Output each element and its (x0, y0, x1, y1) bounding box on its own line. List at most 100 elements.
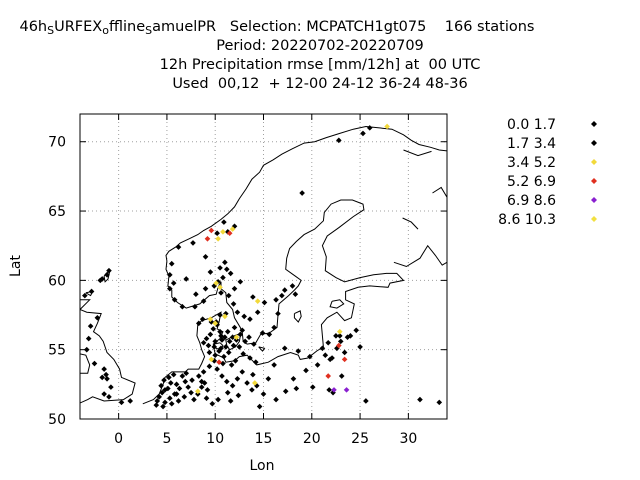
coastline-map (80, 125, 447, 405)
coastline-segment (393, 244, 447, 268)
station-point (271, 324, 277, 331)
station-point (199, 316, 206, 322)
station-point (219, 337, 225, 343)
station-point (242, 338, 248, 345)
station-point (179, 373, 186, 379)
x-tick-label: 0 (114, 431, 123, 447)
station-point (250, 294, 256, 300)
station-point (247, 355, 253, 361)
station-point (214, 321, 220, 328)
station-point (195, 320, 202, 327)
station-point (170, 371, 177, 378)
station-point (198, 378, 205, 385)
station-point (208, 356, 215, 363)
chart-title-line-4: Used 00,12 + 12-00 24-12 36-24 48-36 (172, 76, 468, 92)
station-point (228, 362, 235, 368)
station-point (436, 399, 443, 406)
station-point (97, 277, 104, 284)
station-point (212, 320, 219, 327)
station-point (87, 323, 94, 329)
station-point (327, 356, 333, 363)
station-point (252, 380, 258, 386)
legend: 0.0 1.7 1.7 3.4 3.4 5.2 5.2 6.9 6.9 8.6 8.6 1… (498, 117, 597, 228)
station-point (230, 301, 237, 307)
station-point (226, 230, 233, 237)
station-point (217, 284, 223, 291)
station-point (205, 342, 212, 349)
legend-label: 0.0 1.7 (507, 117, 556, 133)
station-point (221, 219, 227, 225)
station-point (329, 355, 335, 361)
legend-label: 3.4 5.2 (507, 155, 556, 171)
y-axis-label: Lat (8, 255, 24, 277)
station-point (266, 331, 273, 338)
station-point (214, 366, 220, 372)
x-tick-label: 20 (303, 431, 321, 447)
station-point (290, 375, 297, 382)
station-point (182, 378, 189, 385)
station-point (295, 348, 302, 354)
station-point (360, 130, 366, 137)
station-point (240, 351, 247, 357)
station-point (218, 290, 224, 296)
station-point (176, 385, 183, 392)
station-point (82, 292, 88, 299)
station-point (192, 303, 198, 310)
station-point (208, 227, 215, 234)
station-point (167, 285, 173, 292)
station-point (175, 398, 182, 404)
station-point (200, 339, 207, 346)
station-point (229, 334, 236, 341)
chart-title-line-2: Period: 20220702-20220709 (216, 38, 424, 54)
station-point (166, 374, 172, 381)
station-point (234, 375, 241, 382)
station-point (249, 387, 255, 393)
station-point (215, 235, 221, 242)
x-tick-label: 5 (162, 431, 171, 447)
station-point (235, 392, 242, 399)
station-point (239, 369, 246, 375)
chart-title-line-1: 46hSURFEXofflineSamuelPR Selection: MCPA… (19, 19, 535, 37)
station-point (256, 403, 263, 410)
y-tick-label: 65 (48, 204, 66, 220)
station-point (307, 353, 313, 360)
station-point (203, 395, 210, 402)
station-point (254, 309, 261, 316)
coastline-segment (80, 353, 91, 374)
station-point (232, 357, 239, 364)
legend-label: 1.7 3.4 (507, 136, 556, 152)
station-point (99, 374, 106, 381)
station-point (217, 312, 223, 318)
legend-label: 8.6 10.3 (498, 212, 556, 228)
station-point (179, 303, 186, 310)
station-point (207, 331, 214, 338)
station-point (170, 280, 177, 286)
coastline-segment (432, 186, 447, 199)
legend-label: 6.9 8.6 (507, 193, 556, 209)
station-point (223, 344, 229, 350)
station-point (104, 375, 110, 382)
station-point (224, 266, 230, 273)
station-point (167, 272, 173, 278)
station-point (214, 230, 220, 237)
station-point (260, 391, 267, 397)
station-point (325, 339, 332, 346)
station-point (215, 278, 221, 285)
station-point (104, 272, 110, 278)
station-point (208, 319, 215, 325)
station-point (217, 265, 223, 271)
station-point (271, 362, 277, 368)
station-point (303, 367, 309, 374)
legend-marker (591, 140, 597, 146)
station-point (341, 349, 348, 356)
station-point (168, 400, 175, 407)
station-point (333, 333, 339, 339)
station-point (322, 352, 329, 359)
station-point (221, 353, 227, 360)
station-point (281, 345, 288, 352)
station-point (154, 398, 161, 404)
station-point (209, 400, 216, 407)
legend-marker (591, 121, 597, 127)
station-point (106, 394, 112, 400)
